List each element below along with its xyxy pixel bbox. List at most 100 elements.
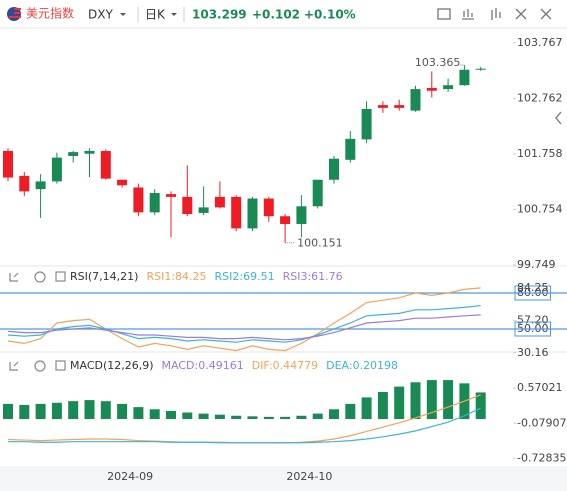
toggle-icon[interactable] [9, 272, 19, 282]
legend-item: RSI3:61.76 [283, 270, 343, 283]
symbol[interactable]: DXY [88, 8, 113, 22]
legend-item: DEA:0.20198 [326, 359, 398, 372]
high-label: 103.365 [415, 56, 461, 69]
macd-bar [263, 416, 274, 419]
y-tick-label: 30.16 [517, 346, 549, 359]
macd-bar [329, 409, 339, 419]
change-percent: +0.10% [304, 8, 356, 22]
legend-item: MACD:0.49161 [162, 359, 244, 372]
period[interactable]: 日K [145, 8, 166, 22]
y-tick-label: 100.754 [517, 202, 563, 215]
legend-item: RSI(7,14,21) [70, 270, 138, 283]
settings-icon[interactable] [34, 271, 46, 283]
macd-bar [149, 409, 160, 419]
y-tick-label: 103.767 [517, 36, 563, 49]
icon-button[interactable] [462, 9, 474, 20]
flag-icon[interactable] [7, 7, 21, 21]
candle-body [3, 151, 13, 178]
y-tick-label: 0.57021 [517, 381, 563, 394]
price: 103.299 [192, 8, 247, 22]
icon-button[interactable] [437, 8, 451, 20]
macd-bar [214, 414, 225, 419]
candle-body [394, 105, 405, 108]
macd-bar [117, 403, 128, 419]
x-axis-band [0, 466, 567, 491]
macd-bar [231, 415, 242, 419]
candle-body [263, 198, 274, 217]
macd-bar [19, 404, 30, 419]
macd-bar [84, 400, 95, 419]
y-tick-label: 57.20 [517, 313, 549, 326]
dropdown-arrow[interactable] [171, 13, 177, 16]
instrument-name[interactable]: 美元指数 [26, 6, 74, 21]
candle-body [426, 87, 437, 91]
macd-bar [68, 401, 79, 419]
macd-bar [377, 391, 388, 419]
low-label: 100.151 [297, 237, 343, 250]
rsi-line [7, 287, 481, 352]
macd-bar [394, 386, 405, 419]
checkbox[interactable] [55, 360, 66, 371]
macd-bar [51, 402, 62, 419]
change: +0.102 [252, 8, 300, 22]
candle-body [166, 194, 176, 197]
candle-body [68, 152, 79, 156]
legend-item: MACD(12,26,9) [70, 359, 154, 372]
macd-bar [182, 412, 193, 419]
macd-bar [296, 415, 307, 419]
rsi-line [7, 314, 481, 341]
macd-line [7, 394, 481, 444]
candle-body [51, 157, 62, 182]
macd-bar [3, 403, 13, 419]
y-tick-label: 84.25 [517, 281, 549, 294]
y-tick-label: -0.72835 [517, 451, 566, 464]
candle-body [377, 105, 388, 108]
candle-body [84, 151, 95, 154]
candle-body [149, 193, 160, 213]
candle-body [133, 187, 144, 213]
checkbox[interactable] [55, 271, 66, 282]
candle-body [410, 89, 421, 111]
icon-button[interactable] [491, 8, 501, 20]
candle-body [312, 179, 323, 207]
candle-body [280, 216, 291, 224]
icon-button[interactable] [515, 8, 527, 20]
macd-line [8, 407, 481, 444]
candle-body [475, 68, 486, 70]
macd-bar [247, 416, 258, 419]
macd-bar [361, 397, 372, 419]
macd-bar [312, 413, 323, 419]
macd-bar [443, 380, 454, 419]
dropdown-arrow[interactable] [120, 13, 126, 16]
legend-item: DIF:0.44779 [252, 359, 318, 372]
candle-body [329, 158, 339, 180]
macd-bar [166, 410, 176, 419]
icon-button[interactable] [540, 8, 552, 20]
y-tick-label: 101.758 [517, 147, 563, 160]
macd-bar [475, 392, 486, 419]
candle-body [214, 196, 225, 208]
macd-bar [100, 401, 111, 419]
candle-body [198, 207, 209, 213]
candle-body [247, 198, 258, 229]
settings-icon[interactable] [34, 360, 46, 372]
toggle-icon[interactable] [9, 361, 19, 371]
macd-bar [410, 382, 421, 419]
candle-body [35, 181, 46, 190]
macd-bar [133, 407, 144, 419]
y-tick-label: 99.749 [517, 258, 556, 271]
rsi-line [7, 304, 481, 343]
candle-body [443, 85, 454, 90]
candle-body [345, 138, 356, 160]
macd-bar [280, 416, 291, 419]
candle-body [296, 206, 307, 224]
candle-body [100, 151, 111, 179]
legend-item: RSI1:84.25 [146, 270, 206, 283]
macd-bar [35, 403, 46, 419]
candle-body [361, 108, 372, 140]
macd-bar [345, 403, 356, 419]
collapse-arrow[interactable] [555, 111, 562, 125]
x-tick-label: 2024-09 [107, 470, 153, 483]
y-tick-label: 102.762 [517, 91, 563, 104]
